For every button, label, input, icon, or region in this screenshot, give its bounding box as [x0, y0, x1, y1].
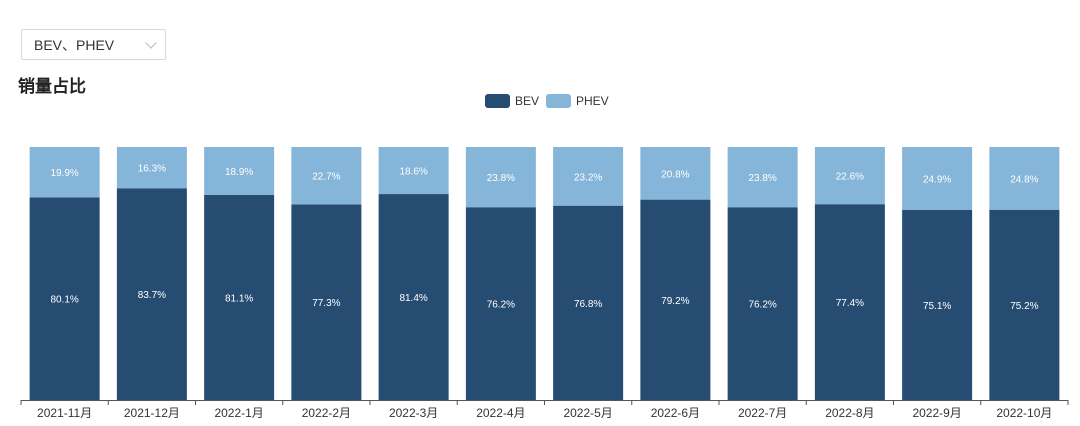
- bar-bev: [291, 204, 362, 400]
- legend-swatch-bev: [485, 94, 510, 108]
- data-label-phev: 19.9%: [50, 168, 78, 179]
- bar-bev: [378, 194, 449, 400]
- bar-bev: [727, 207, 798, 400]
- x-tick-label: 2021-11月: [37, 406, 92, 420]
- bar-bev: [814, 204, 885, 400]
- series-filter-select[interactable]: BEV、PHEV: [21, 29, 166, 60]
- data-label-phev: 24.9%: [923, 174, 951, 185]
- series-filter-value: BEV、PHEV: [34, 36, 115, 53]
- legend-swatch-phev: [546, 94, 571, 108]
- data-label-phev: 24.8%: [1010, 174, 1038, 185]
- data-label-bev: 76.8%: [574, 299, 602, 310]
- data-label-phev: 23.2%: [574, 172, 602, 183]
- data-label-bev: 83.7%: [138, 290, 166, 301]
- x-tick-label: 2022-8月: [825, 406, 874, 420]
- data-label-bev: 79.2%: [661, 296, 689, 307]
- bar-phev: [553, 147, 624, 206]
- x-tick-label: 2022-2月: [302, 406, 351, 420]
- bar-phev: [204, 147, 275, 195]
- x-tick-label: 2022-6月: [651, 406, 700, 420]
- data-label-phev: 22.7%: [312, 172, 340, 183]
- bar-phev: [465, 147, 536, 208]
- bar-phev: [640, 147, 711, 200]
- bar-phev: [814, 147, 885, 205]
- data-label-bev: 81.1%: [225, 293, 253, 304]
- bar-phev: [989, 147, 1060, 210]
- bar-bev: [465, 207, 536, 400]
- x-tick-label: 2022-5月: [563, 406, 612, 420]
- bar-phev: [291, 147, 362, 205]
- data-label-phev: 16.3%: [138, 164, 166, 175]
- bar-phev: [902, 147, 973, 210]
- x-tick-label: 2022-4月: [476, 406, 525, 420]
- data-label-bev: 76.2%: [487, 300, 515, 311]
- bar-phev: [727, 147, 798, 208]
- data-label-phev: 22.6%: [836, 172, 864, 183]
- data-label-phev: 18.6%: [399, 167, 427, 178]
- data-label-bev: 75.2%: [1010, 301, 1038, 312]
- x-tick-label: 2022-3月: [389, 406, 438, 420]
- data-label-bev: 75.1%: [923, 301, 951, 312]
- bar-bev: [29, 197, 100, 400]
- bar-bev: [116, 188, 187, 400]
- data-label-bev: 77.3%: [312, 298, 340, 309]
- bar-phev: [29, 147, 100, 198]
- x-tick-label: 2022-10月: [996, 406, 1052, 420]
- legend-label-phev: PHEV: [576, 94, 609, 108]
- data-label-phev: 23.8%: [487, 173, 515, 184]
- bar-bev: [902, 209, 973, 400]
- data-label-phev: 23.8%: [748, 173, 776, 184]
- legend-label-bev: BEV: [515, 94, 539, 108]
- data-label-bev: 76.2%: [748, 300, 776, 311]
- data-label-phev: 20.8%: [661, 169, 689, 180]
- chart-title: 销量占比: [18, 77, 86, 96]
- data-label-bev: 80.1%: [50, 295, 78, 306]
- x-tick-label: 2021-12月: [124, 406, 180, 420]
- bar-phev: [116, 147, 187, 189]
- bar-bev: [553, 205, 624, 400]
- data-label-phev: 18.9%: [225, 167, 253, 178]
- chart-legend: BEV PHEV: [485, 94, 609, 108]
- x-tick-label: 2022-1月: [214, 406, 263, 420]
- x-tick-label: 2022-7月: [738, 406, 787, 420]
- bar-phev: [378, 147, 449, 195]
- x-tick-label: 2022-9月: [912, 406, 961, 420]
- bar-bev: [640, 199, 711, 400]
- bar-bev: [204, 194, 275, 400]
- data-label-bev: 81.4%: [399, 293, 427, 304]
- data-label-bev: 77.4%: [836, 298, 864, 309]
- bar-bev: [989, 209, 1060, 400]
